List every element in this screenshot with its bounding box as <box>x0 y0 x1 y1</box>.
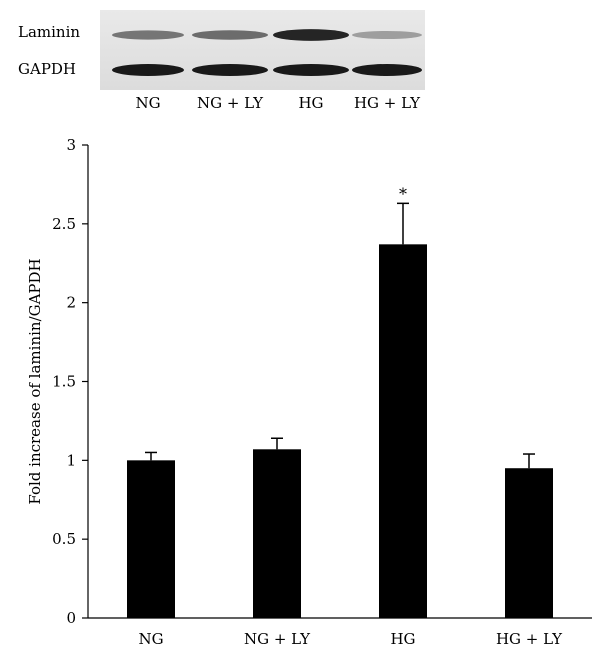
blot-lane-label: HG <box>298 94 323 112</box>
blot-lane-label: NG + LY <box>197 94 264 112</box>
y-tick-label: 1.5 <box>52 373 76 391</box>
bar-chart: 0 0.5 1 1.5 2 2.5 3 Fold increase of laminin/GA… <box>26 136 592 648</box>
gapdh-band <box>273 64 349 76</box>
bar <box>379 244 427 618</box>
blot-row-label-laminin: Laminin <box>18 23 80 41</box>
y-tick-label: 1 <box>66 451 76 469</box>
gapdh-band <box>112 64 184 76</box>
x-tick-label: HG <box>390 630 415 648</box>
blot-lane-label: HG + LY <box>354 94 421 112</box>
blot-background <box>100 10 425 90</box>
bar <box>127 460 175 618</box>
x-tick-label: NG + LY <box>244 630 311 648</box>
western-blot-panel: Laminin GAPDH NG NG + LY HG HG + LY <box>18 10 425 112</box>
gapdh-band <box>192 64 268 76</box>
laminin-band <box>352 30 422 40</box>
y-tick-label: 2.5 <box>52 215 76 233</box>
x-tick-label: NG <box>138 630 163 648</box>
laminin-band <box>192 30 268 40</box>
y-tick-label: 0 <box>66 609 76 627</box>
laminin-band <box>273 29 349 41</box>
significance-marker: * <box>399 184 407 203</box>
gapdh-band <box>352 64 422 76</box>
laminin-band <box>112 30 184 40</box>
y-tick-label: 0.5 <box>52 530 76 548</box>
y-tick-label: 3 <box>66 136 76 154</box>
blot-row-label-gapdh: GAPDH <box>18 60 76 78</box>
y-axis-title: Fold increase of laminin/GAPDH <box>26 258 44 504</box>
bar <box>253 449 301 618</box>
x-tick-label: HG + LY <box>496 630 563 648</box>
y-tick-label: 2 <box>66 294 76 312</box>
bar <box>505 468 553 618</box>
blot-lane-label: NG <box>135 94 160 112</box>
